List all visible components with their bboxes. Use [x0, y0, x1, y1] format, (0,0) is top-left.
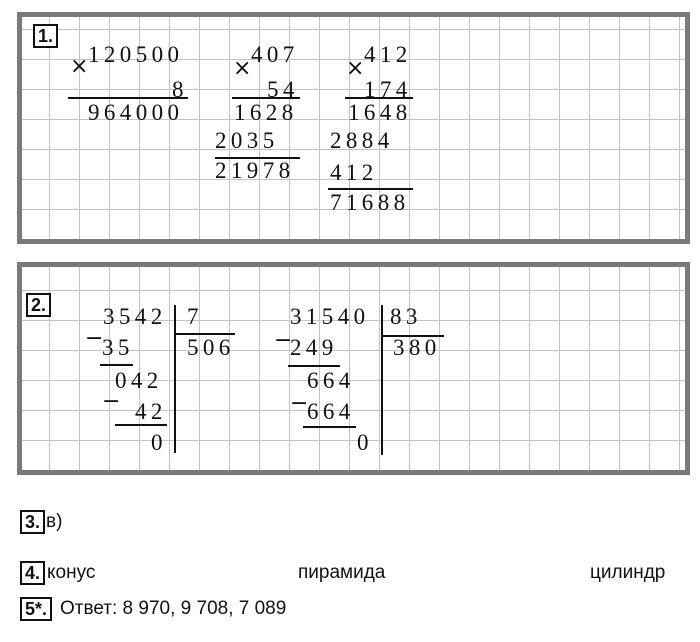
factor-a: 120500 [88, 42, 184, 67]
result-line [68, 97, 188, 99]
factor-b: 174 [364, 77, 412, 102]
factor-b: 8 [172, 77, 188, 102]
task-4-label: 4. [20, 561, 46, 585]
task-4-item: цилиндр [590, 562, 666, 583]
task-3-answer: в) [46, 511, 63, 532]
divisor: 83 [390, 304, 422, 329]
product: 21978 [215, 158, 295, 183]
minus-sign: − [290, 391, 309, 416]
minus-sign: − [274, 328, 293, 353]
multiply-sign: × [70, 54, 89, 79]
result-line [215, 157, 300, 159]
minus-sign: − [102, 389, 121, 414]
product: 71688 [330, 190, 410, 215]
subtraction-line [303, 426, 356, 428]
partial-product: 1648 [348, 100, 412, 125]
task-3-label: 3. [20, 510, 46, 534]
quotient: 380 [393, 335, 441, 360]
partial-product: 2035 [215, 128, 279, 153]
partial-product: 1628 [234, 100, 298, 125]
final-remainder: 0 [357, 430, 373, 455]
task-1-grid [17, 12, 690, 244]
remainder: 042 [115, 368, 163, 393]
result-line [232, 97, 300, 99]
subtrahend: 42 [135, 399, 167, 424]
result-line [345, 97, 413, 99]
final-remainder: 0 [151, 430, 167, 455]
dividend: 3542 [103, 304, 167, 329]
division-bar [381, 305, 383, 455]
factor-a: 412 [364, 42, 412, 67]
minus-sign: − [85, 326, 104, 351]
divisor: 7 [187, 304, 203, 329]
subtrahend: 35 [102, 335, 134, 360]
multiply-sign: × [346, 56, 365, 81]
partial-product: 412 [330, 160, 378, 185]
result-line [328, 188, 413, 190]
divisor-line [382, 335, 444, 337]
subtrahend: 664 [307, 399, 355, 424]
product: 964000 [88, 100, 184, 125]
divisor-line [175, 333, 235, 335]
dividend: 31540 [290, 304, 370, 329]
remainder: 664 [307, 368, 355, 393]
subtrahend: 249 [290, 335, 338, 360]
partial-product: 2884 [330, 128, 394, 153]
quotient: 506 [187, 335, 235, 360]
subtraction-line [100, 364, 133, 366]
division-bar [174, 305, 176, 453]
factor-b: 54 [267, 77, 299, 102]
task-2-grid [17, 262, 690, 475]
task-5-answer: Ответ: 8 970, 9 708, 7 089 [60, 598, 287, 619]
subtraction-line [115, 424, 167, 426]
factor-a: 407 [251, 42, 299, 67]
task-5-label: 5*. [20, 597, 53, 621]
task-1-label: 1. [33, 24, 59, 48]
multiply-sign: × [233, 56, 252, 81]
task-2-label: 2. [26, 293, 52, 317]
task-4-item: конус [47, 562, 96, 583]
task-4-item: пирамида [298, 562, 386, 583]
subtraction-line [288, 365, 340, 367]
